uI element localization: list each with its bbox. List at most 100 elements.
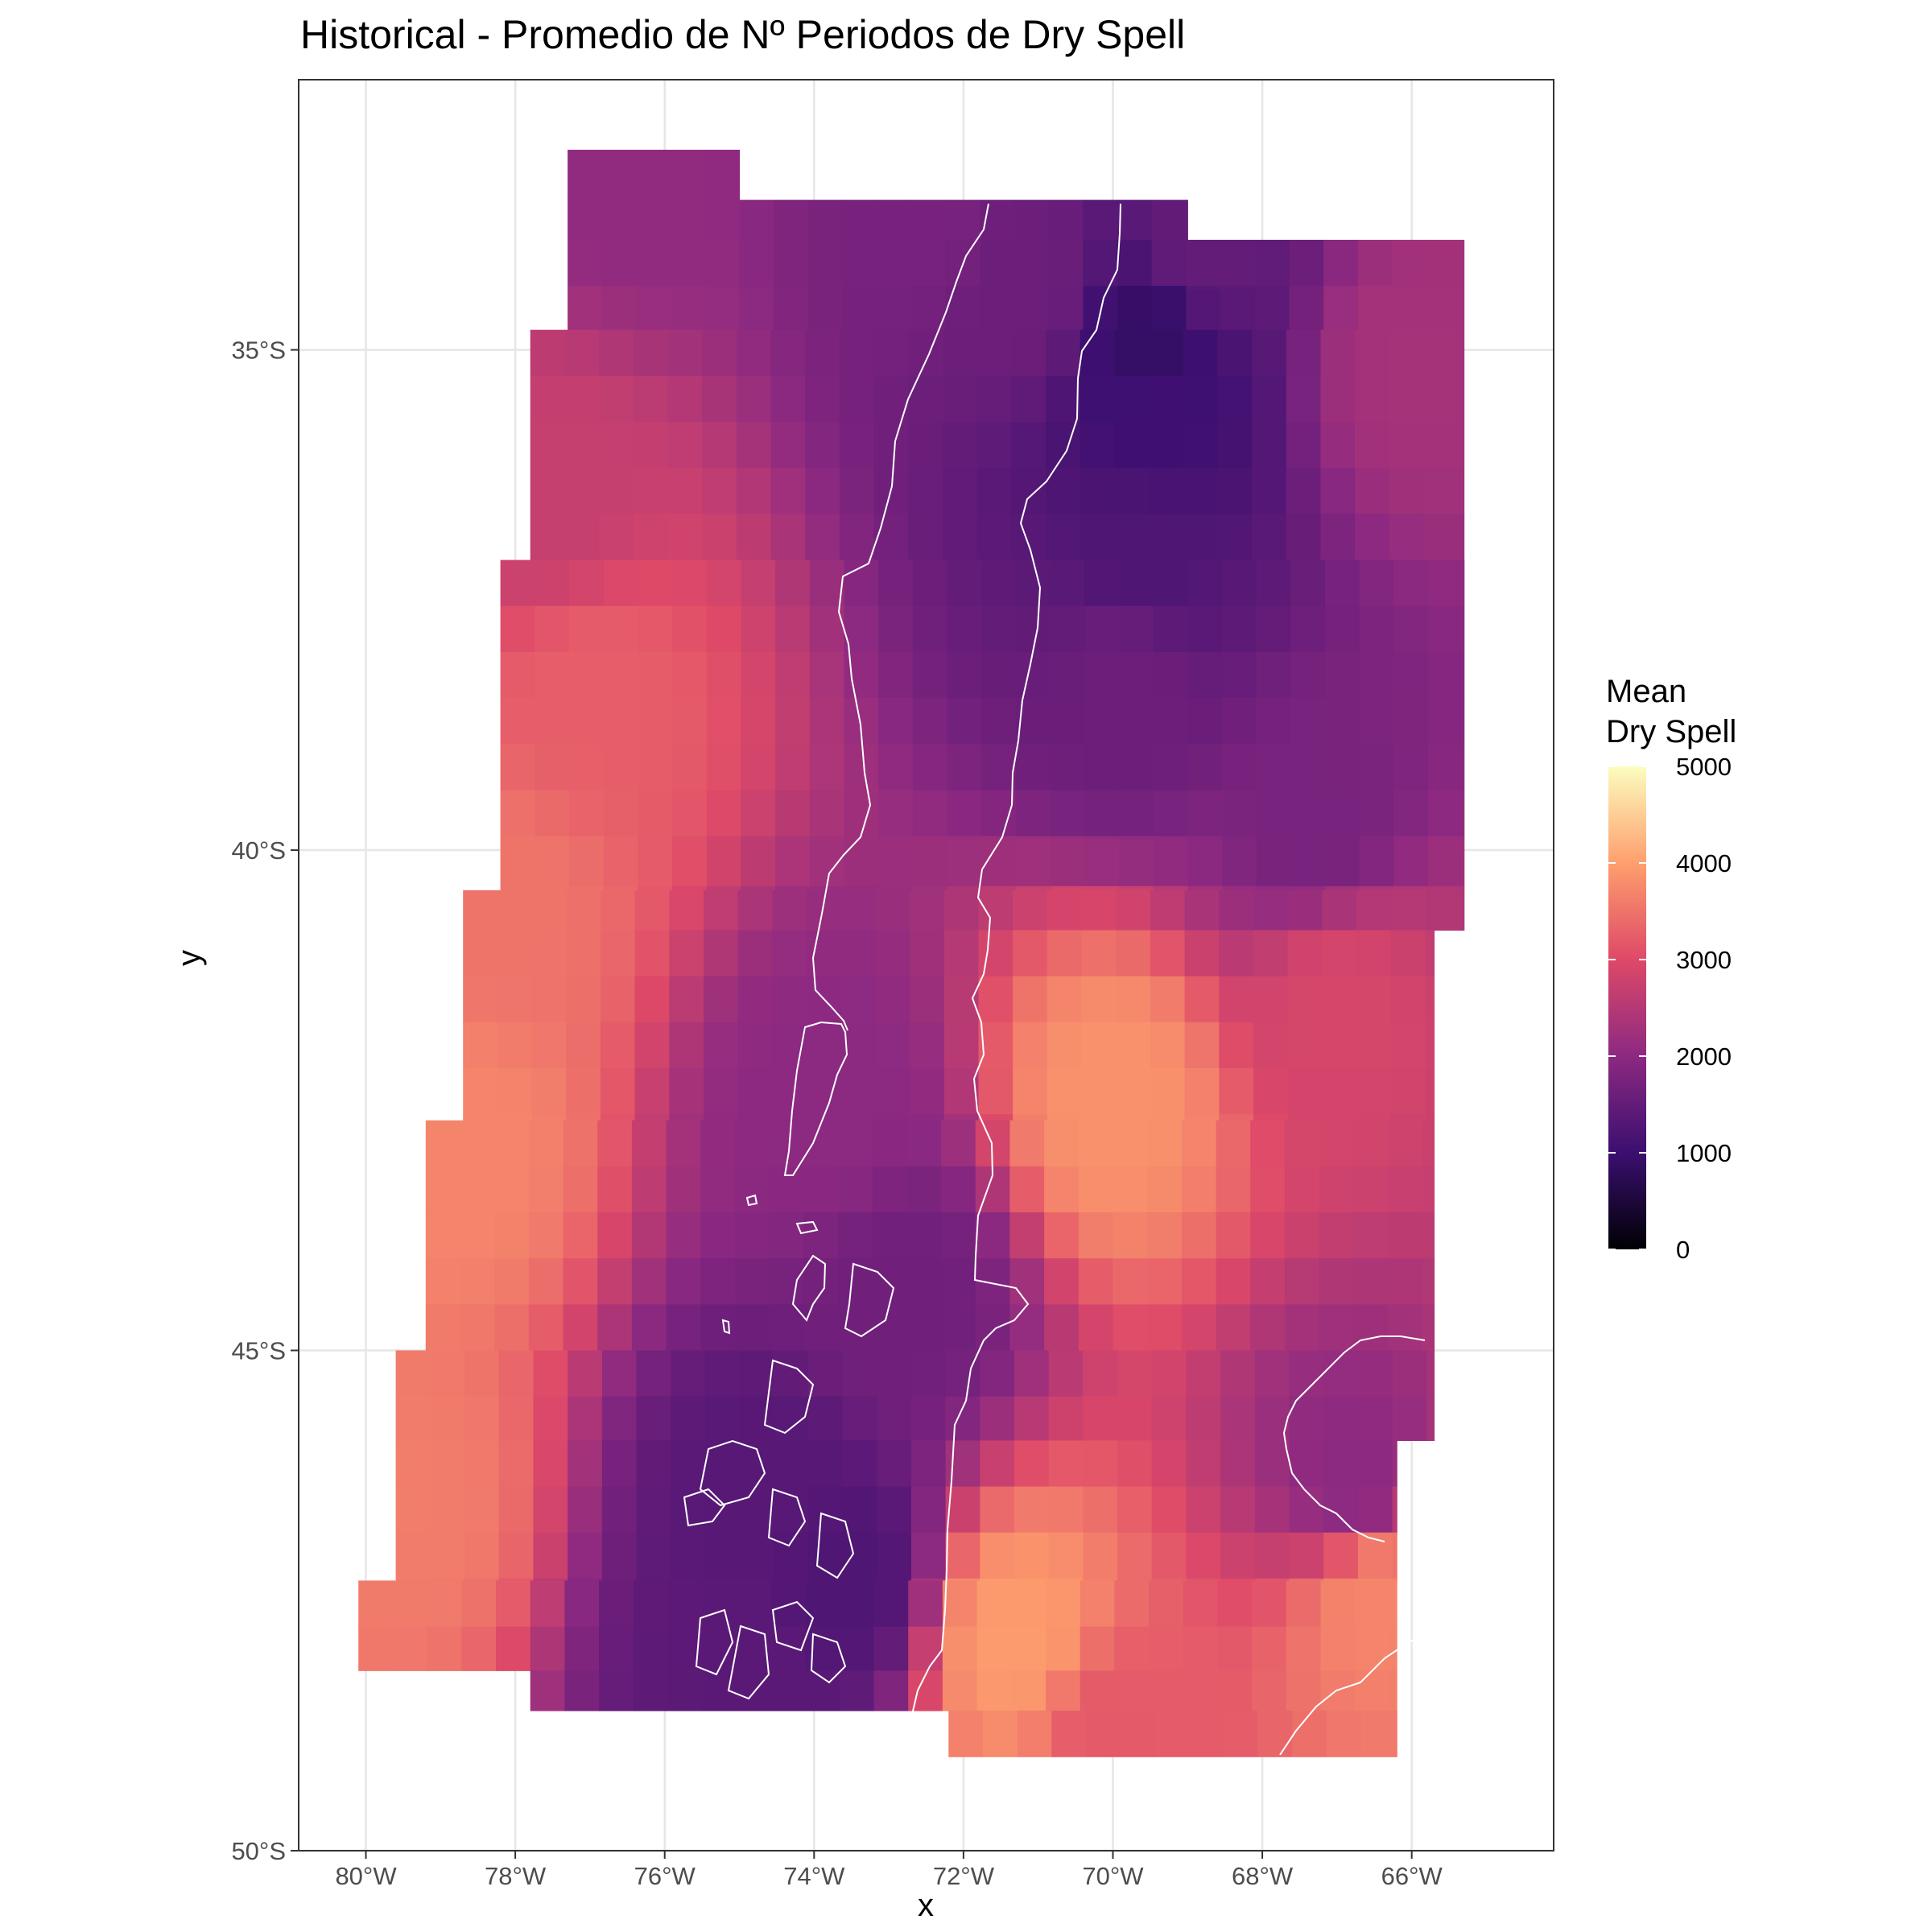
heatmap-cell [1216, 1258, 1251, 1305]
heatmap-cell [530, 422, 565, 469]
heatmap-cell [1186, 239, 1221, 287]
heatmap-cell [1422, 1166, 1435, 1213]
heatmap-cell [947, 790, 982, 837]
heatmap-cell [1186, 1532, 1221, 1579]
heatmap-cell [500, 836, 535, 841]
heatmap-cell [1187, 605, 1223, 653]
heatmap-cell [775, 836, 811, 841]
heatmap-cell [1183, 1580, 1218, 1628]
heatmap-cell [736, 1580, 772, 1628]
heatmap-cell [1151, 290, 1187, 331]
heatmap-cell [844, 840, 879, 887]
heatmap-cell [769, 1212, 804, 1259]
heatmap-cell [706, 744, 741, 791]
x-tick-label: 72°W [933, 1862, 995, 1890]
heatmap-cell [1116, 1114, 1151, 1121]
heatmap-cell [1181, 1120, 1217, 1167]
heatmap-cell [981, 652, 1017, 699]
heatmap-cell [1046, 1022, 1083, 1069]
heatmap-cell [666, 1166, 701, 1213]
heatmap-cell [494, 1212, 530, 1259]
legend-tick-label: 5000 [1676, 753, 1732, 781]
heatmap-cell [741, 652, 776, 699]
heatmap-cell [978, 890, 1013, 931]
heatmap-cell [878, 744, 914, 791]
heatmap-cell [1426, 1350, 1435, 1397]
heatmap-cell [1147, 1212, 1183, 1259]
heatmap-cell [1044, 1258, 1080, 1305]
heatmap-cell [1392, 1350, 1427, 1397]
heatmap-cell [1393, 840, 1429, 887]
heatmap-cell [1323, 1396, 1359, 1441]
heatmap-cell [1428, 836, 1463, 841]
heatmap-cell [1216, 1166, 1251, 1213]
heatmap-cell [877, 1396, 912, 1441]
heatmap-cell [1322, 1114, 1357, 1121]
heatmap-cell [1187, 886, 1223, 891]
heatmap-cell [563, 1304, 598, 1352]
heatmap-cell [603, 559, 638, 607]
heatmap-cell [672, 605, 708, 653]
heatmap-cell [1254, 286, 1290, 291]
heatmap-cell [1390, 976, 1426, 1023]
heatmap-cell [531, 1022, 567, 1069]
heatmap-cell [980, 290, 1015, 331]
x-tick-label: 76°W [634, 1862, 696, 1890]
heatmap-cell [1048, 1578, 1084, 1581]
heatmap-cell [1256, 840, 1291, 887]
heatmap-cell [566, 1068, 601, 1115]
heatmap-cell [633, 1670, 668, 1711]
heatmap-cell [1322, 1068, 1357, 1115]
heatmap-cell [1326, 1711, 1362, 1757]
heatmap-cell [1183, 375, 1218, 423]
heatmap-cell [599, 329, 634, 377]
heatmap-cell [770, 1670, 806, 1711]
heatmap-cell [1353, 1212, 1389, 1259]
heatmap-cell [672, 886, 708, 891]
heatmap-cell [601, 290, 638, 331]
heatmap-cell [706, 605, 741, 653]
heatmap-cell [1287, 890, 1323, 931]
heatmap-cell [1220, 1578, 1256, 1581]
heatmap-cell [564, 375, 600, 423]
heatmap-cell [1460, 239, 1465, 287]
heatmap-cell [1389, 1670, 1397, 1711]
heatmap-cell [734, 1212, 770, 1259]
panel-border [298, 79, 1554, 1852]
heatmap-cell [634, 890, 670, 931]
heatmap-cell [706, 652, 741, 699]
heatmap-cell [638, 605, 673, 653]
chiloe-island [783, 1021, 848, 1176]
heatmap-cell [672, 840, 708, 887]
heatmap-cell [1186, 286, 1221, 291]
heatmap-cell [1360, 1711, 1396, 1757]
heatmap-cell [910, 1486, 947, 1534]
heatmap-cell [634, 1114, 670, 1121]
heatmap-cell [1423, 422, 1459, 469]
heatmap-cell [1118, 886, 1154, 891]
archipelago-outline-4 [699, 1439, 766, 1507]
heatmap-cell [872, 1212, 907, 1259]
heatmap-cell [910, 239, 947, 287]
heatmap-cell [528, 1258, 564, 1305]
heatmap-cell [533, 1396, 568, 1441]
heatmap-cell [945, 1396, 980, 1441]
heatmap-cell [839, 468, 875, 515]
heatmap-cell [1458, 422, 1465, 469]
heatmap-cell [1222, 790, 1257, 837]
heatmap-cell [1389, 375, 1425, 423]
legend-tick-label: 2000 [1676, 1042, 1732, 1071]
heatmap-cell [1046, 1580, 1081, 1628]
archipelago-outline-8 [695, 1608, 734, 1676]
heatmap-cell [704, 1114, 739, 1121]
heatmap-cell [460, 1258, 495, 1305]
heatmap-cell [976, 375, 1012, 423]
heatmap-cell [1319, 1258, 1354, 1305]
heatmap-cell [671, 1440, 706, 1488]
archipelago-outline-1 [791, 1254, 827, 1322]
heatmap-cell [430, 1532, 465, 1579]
heatmap-cell [908, 329, 943, 377]
heatmap-cell [947, 605, 982, 653]
heatmap-cell [704, 1486, 741, 1534]
heatmap-cell [1216, 1120, 1251, 1167]
